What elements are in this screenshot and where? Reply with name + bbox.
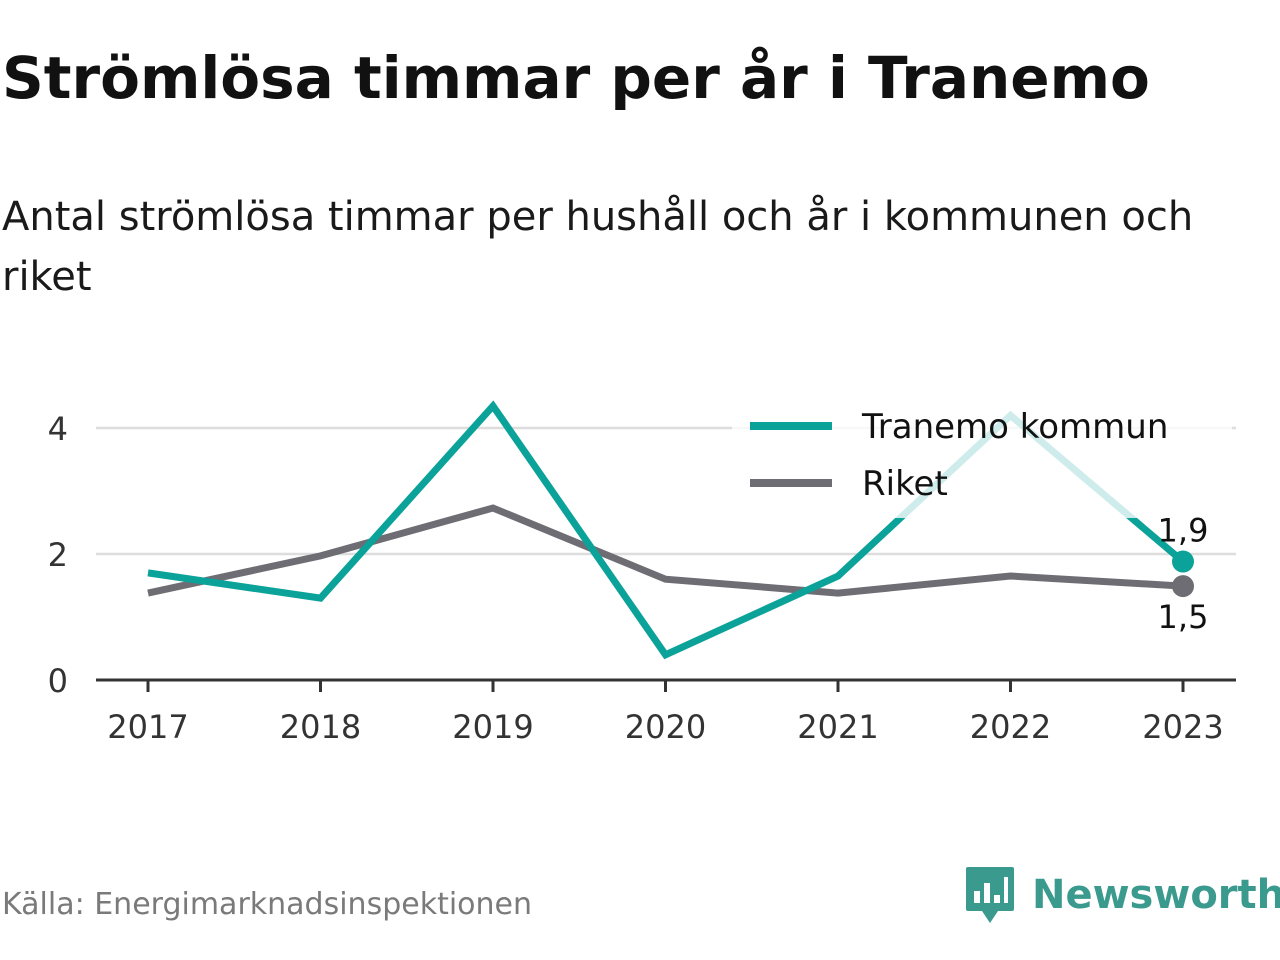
end-point-tranemo bbox=[1172, 550, 1194, 573]
y-tick-label: 2 bbox=[48, 536, 68, 574]
x-tick-label: 2022 bbox=[970, 708, 1051, 746]
end-label-tranemo: 1,9 bbox=[1158, 512, 1209, 550]
y-tick-label: 4 bbox=[48, 410, 68, 448]
brand-logo: Newsworthy bbox=[964, 864, 1280, 926]
bar-chart-speech-bubble-icon bbox=[966, 867, 1014, 923]
legend-label: Tranemo kommun bbox=[861, 407, 1168, 447]
legend: Tranemo kommun Riket bbox=[732, 398, 1232, 518]
chart-title: Strömlösa timmar per år i Tranemo bbox=[2, 44, 1150, 112]
source-note: Källa: Energimarknadsinspektionen bbox=[2, 887, 533, 922]
x-tick-label: 2021 bbox=[797, 708, 878, 746]
end-labels: 1,9 1,5 bbox=[1158, 512, 1209, 637]
y-tick-label: 0 bbox=[48, 662, 68, 700]
chart-subtitle: Antal strömlösa timmar per hushåll och å… bbox=[2, 194, 1194, 300]
x-axis: 2017 2018 2019 2020 2021 2022 2023 bbox=[96, 678, 1236, 746]
brand-name: Newsworthy bbox=[1032, 872, 1280, 918]
x-tick-label: 2017 bbox=[107, 708, 188, 746]
end-label-riket: 1,5 bbox=[1158, 598, 1209, 636]
legend-label: Riket bbox=[862, 464, 948, 504]
x-tick-label: 2020 bbox=[625, 708, 706, 746]
x-tick-label: 2023 bbox=[1142, 708, 1223, 746]
series-line-riket bbox=[147, 504, 1184, 597]
x-tick-label: 2019 bbox=[452, 708, 533, 746]
x-tick-label: 2018 bbox=[280, 708, 361, 746]
end-point-riket bbox=[1172, 575, 1194, 598]
legend-background bbox=[732, 398, 1232, 518]
y-axis-ticks: 0 2 4 bbox=[48, 410, 68, 700]
